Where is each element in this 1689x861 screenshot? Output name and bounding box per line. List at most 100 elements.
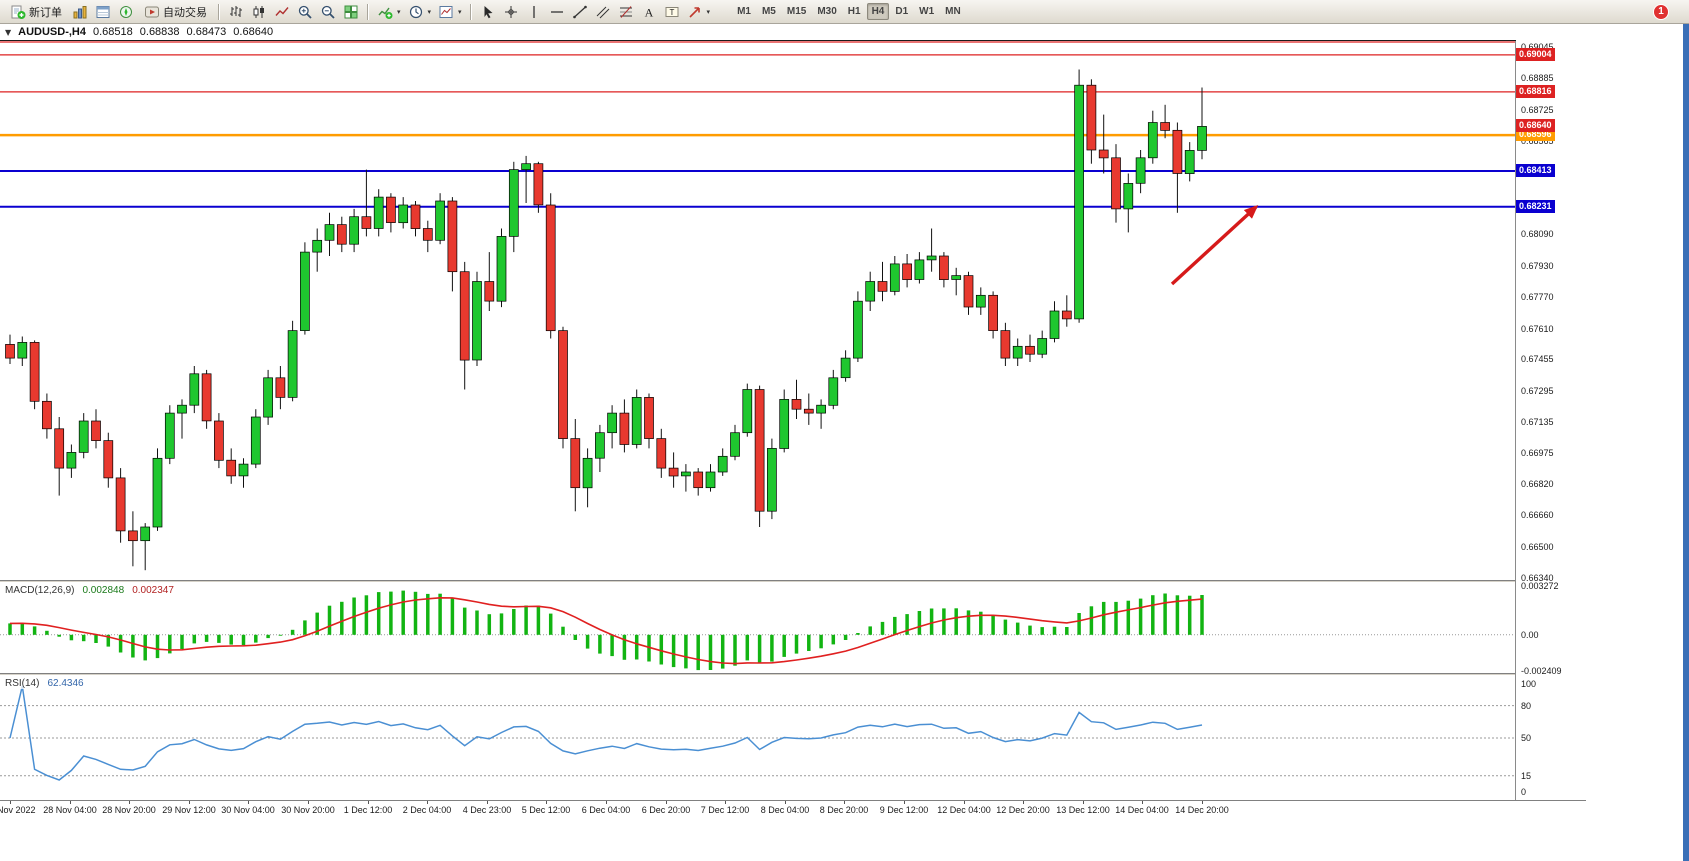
time-tick bbox=[1142, 801, 1143, 804]
time-tick bbox=[606, 801, 607, 804]
timeframe-m30[interactable]: M30 bbox=[812, 3, 841, 20]
price-tick: 0.67455 bbox=[1521, 354, 1554, 364]
price-axis-border bbox=[1515, 41, 1516, 800]
time-label: 4 Dec 23:00 bbox=[462, 805, 512, 815]
collapse-chart-icon[interactable]: ▼ bbox=[5, 27, 12, 37]
price-tick: 0.69045 bbox=[1521, 42, 1554, 52]
text-button[interactable]: A bbox=[638, 2, 660, 22]
time-label: 25 Nov 2022 bbox=[0, 805, 36, 815]
time-label: 2 Dec 04:00 bbox=[402, 805, 452, 815]
main-toolbar: 新订单 自动交易 bbox=[0, 0, 1689, 24]
rsi-label: RSI(14) 62.4346 bbox=[3, 678, 86, 689]
crosshair-icon bbox=[504, 5, 517, 18]
timeframe-w1[interactable]: W1 bbox=[914, 3, 939, 20]
trendline-button[interactable] bbox=[569, 2, 591, 22]
time-label: 1 Dec 12:00 bbox=[343, 805, 393, 815]
price-tick: 0.67295 bbox=[1521, 386, 1554, 396]
indicators-button[interactable]: ▾ bbox=[374, 2, 404, 22]
candlestick-chart-button[interactable] bbox=[248, 2, 270, 22]
bar-chart-button[interactable] bbox=[225, 2, 247, 22]
time-tick bbox=[844, 801, 845, 804]
macd-name: MACD(12,26,9) bbox=[5, 585, 75, 596]
tile-windows-button[interactable] bbox=[340, 2, 362, 22]
current-price-label: 0.68640 bbox=[1516, 119, 1555, 132]
rsi-tick: 100 bbox=[1521, 679, 1537, 689]
price-tick: 0.67135 bbox=[1521, 417, 1554, 427]
timeframe-mn[interactable]: MN bbox=[940, 3, 966, 20]
time-label: 7 Dec 12:00 bbox=[700, 805, 750, 815]
periods-button[interactable]: ▾ bbox=[405, 2, 435, 22]
panel-separator[interactable] bbox=[0, 580, 1586, 583]
timeframe-h4[interactable]: H4 bbox=[866, 3, 890, 20]
navigator-button[interactable] bbox=[115, 2, 137, 22]
price-line-label[interactable]: 0.68413 bbox=[1516, 164, 1555, 177]
macd-value-main: 0.002848 bbox=[82, 585, 125, 596]
time-label: 6 Dec 20:00 bbox=[641, 805, 691, 815]
timeframe-m1[interactable]: M1 bbox=[732, 3, 756, 20]
time-label: 6 Dec 04:00 bbox=[581, 805, 631, 815]
dropdown-caret: ▾ bbox=[458, 7, 462, 16]
market-watch-button[interactable] bbox=[69, 2, 91, 22]
arrows-tool-button[interactable]: ▾ bbox=[684, 2, 714, 22]
price-tick: 0.68885 bbox=[1521, 73, 1554, 83]
auto-trading-button[interactable]: 自动交易 bbox=[138, 2, 213, 22]
panel-separator[interactable] bbox=[0, 673, 1586, 676]
time-tick bbox=[1083, 801, 1084, 804]
macd-panel[interactable] bbox=[0, 583, 1515, 673]
price-line-label[interactable]: 0.69004 bbox=[1516, 48, 1555, 61]
timeframe-m5[interactable]: M5 bbox=[757, 3, 781, 20]
time-label: 14 Dec 04:00 bbox=[1115, 805, 1169, 815]
time-axis[interactable]: 25 Nov 2022 28 Nov 04:00 28 Nov 20:00 29 No… bbox=[0, 800, 1586, 818]
annotation-arrow[interactable] bbox=[1170, 204, 1259, 286]
rsi-line bbox=[9, 686, 1203, 781]
macd-chart bbox=[0, 590, 1515, 671]
cursor-button[interactable] bbox=[477, 2, 499, 22]
data-window-button[interactable] bbox=[92, 2, 114, 22]
vertical-line-icon bbox=[532, 5, 535, 18]
line-chart-button[interactable] bbox=[271, 2, 293, 22]
price-axis[interactable]: 0.690450.688850.687250.685650.684050.682… bbox=[1516, 0, 1588, 861]
vertical-line-button[interactable] bbox=[523, 2, 545, 22]
horizontal-price-lines[interactable] bbox=[0, 41, 1515, 208]
arrow-tool-icon bbox=[688, 6, 700, 18]
svg-text:T: T bbox=[669, 8, 674, 17]
horizontal-line-button[interactable] bbox=[546, 2, 568, 22]
time-label: 9 Dec 12:00 bbox=[879, 805, 929, 815]
price-chart-panel[interactable] bbox=[0, 41, 1515, 580]
timeframe-m15[interactable]: M15 bbox=[782, 3, 811, 20]
crosshair-button[interactable] bbox=[500, 2, 522, 22]
text-label-icon: T bbox=[665, 6, 679, 17]
notification-badge[interactable]: 1 bbox=[1653, 3, 1669, 20]
window-border bbox=[1683, 0, 1689, 861]
timeframe-toolbar: M1 M5 M15 M30 H1 H4 D1 W1 MN bbox=[732, 3, 966, 20]
svg-text:A: A bbox=[644, 5, 653, 19]
rsi-tick: 50 bbox=[1521, 733, 1532, 743]
time-tick bbox=[189, 801, 190, 804]
zoom-out-button[interactable] bbox=[317, 2, 339, 22]
time-tick bbox=[666, 801, 667, 804]
timeframe-h1[interactable]: H1 bbox=[843, 3, 866, 20]
macd-tick: 0.00 bbox=[1521, 630, 1539, 640]
new-order-label: 新订单 bbox=[29, 6, 62, 19]
new-order-button[interactable]: 新订单 bbox=[4, 2, 68, 22]
navigator-icon bbox=[120, 5, 132, 18]
macd-signal-line bbox=[9, 596, 1203, 665]
timeframe-d1[interactable]: D1 bbox=[890, 3, 913, 20]
ohlc-low: 0.68473 bbox=[186, 26, 227, 38]
price-line-label[interactable]: 0.68231 bbox=[1516, 200, 1555, 213]
time-label: 13 Dec 12:00 bbox=[1056, 805, 1110, 815]
time-label: 14 Dec 20:00 bbox=[1175, 805, 1229, 815]
price-line-label[interactable]: 0.68816 bbox=[1516, 85, 1555, 98]
time-tick bbox=[904, 801, 905, 804]
tile-windows-icon bbox=[344, 5, 358, 18]
rsi-tick: 80 bbox=[1521, 701, 1532, 711]
zoom-out-icon bbox=[321, 5, 335, 19]
fibonacci-button[interactable] bbox=[615, 2, 637, 22]
templates-button[interactable]: ▾ bbox=[435, 2, 465, 22]
zoom-in-button[interactable] bbox=[294, 2, 316, 22]
rsi-name: RSI(14) bbox=[5, 678, 40, 689]
channel-button[interactable] bbox=[592, 2, 614, 22]
price-tick: 0.66975 bbox=[1521, 448, 1554, 458]
rsi-panel[interactable] bbox=[0, 676, 1515, 800]
text-label-button[interactable]: T bbox=[661, 2, 683, 22]
